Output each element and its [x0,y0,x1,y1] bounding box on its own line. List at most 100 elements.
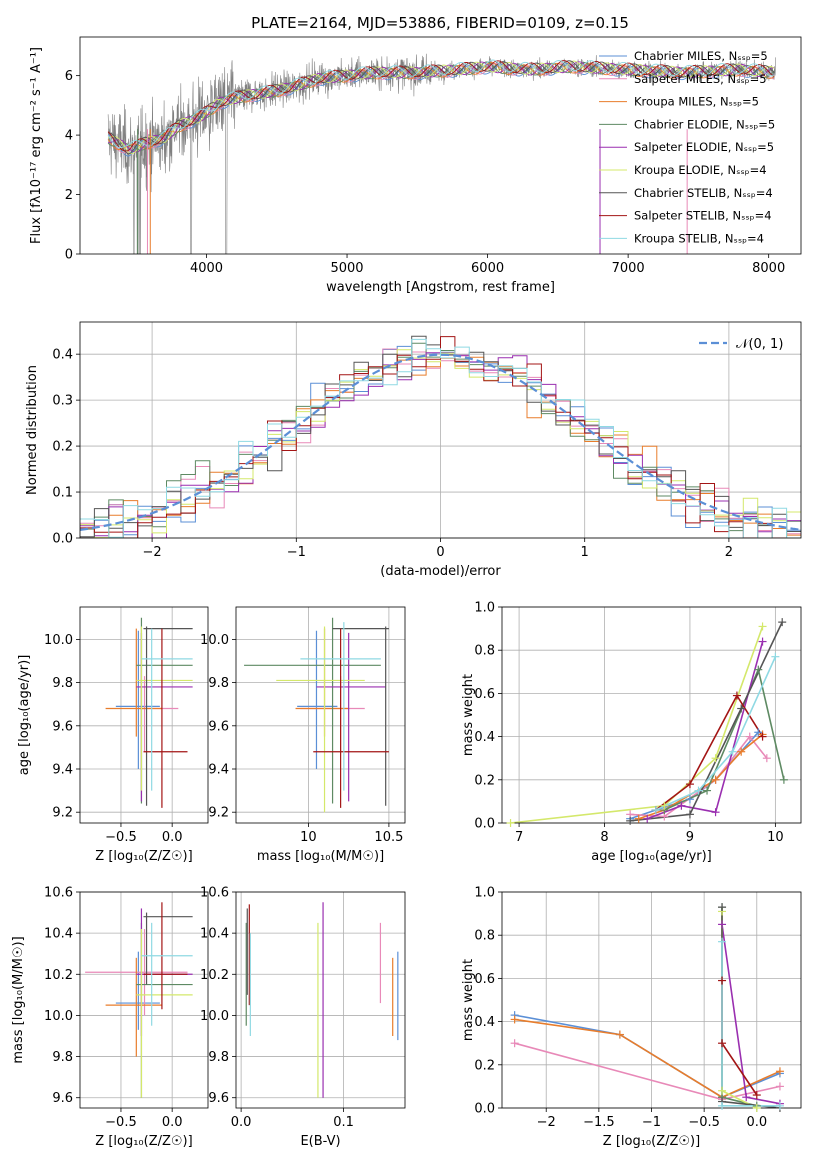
y-axis-label: Normed distribution [25,365,40,495]
y-tick-label: 9.8 [208,676,229,691]
x-axis-label: (data-model)/error [380,564,501,579]
x-tick-label: −1 [287,545,306,560]
x-tick-label: 7000 [612,261,645,276]
y-tick-label: 1.0 [474,601,495,616]
x-tick-label: 0.0 [162,830,183,845]
weight-marker [775,1067,784,1076]
y-axis-label: mass [log₁₀(M/M☉)] [11,936,26,1063]
axes-frame [501,606,802,824]
x-axis-label: Z [log₁₀(Z/Z☉)] [95,849,192,864]
weight-marker [737,704,746,713]
gridlines [80,607,208,823]
weight-marker [775,1082,784,1091]
y-tick-label: 0.4 [52,348,73,363]
y-tick-label: 0.8 [474,929,495,944]
axes-frame [235,891,406,1109]
x-axis-label: wavelength [Angstrom, rest frame] [326,280,555,295]
panel-age_weight: 7 8 9 10 0.0 0.2 0.4 0.6 0.8 1.0 age [log₁₀(age/yr… [461,601,802,864]
histogram-8 [80,338,801,538]
weight-marker [718,920,727,929]
x-axis-label: age [log₁₀(age/yr)] [591,849,712,864]
weight-marker [711,808,720,817]
y-axis-label: age [log₁₀(age/yr)] [17,655,32,776]
weight-series-7 [655,694,764,811]
x-tick-label: 0.0 [162,1115,183,1130]
y-tick-label: 0.2 [474,773,495,788]
y-tick-label: 10.6 [200,886,229,901]
weight-marker [694,786,703,795]
model-spectrum-6 [108,60,775,155]
figure-title: PLATE=2164, MJD=53886, FIBERID=0109, z=0… [251,14,629,32]
legend-label: Salpeter STELIB, Nₛₛₚ=4 [634,209,772,223]
legend-label: Kroupa ELODIE, Nₛₛₚ=4 [634,163,767,177]
gridlines [236,891,405,1108]
x-tick-label: 6000 [471,261,504,276]
plot-area [510,621,785,823]
weight-marker [685,810,694,819]
x-axis-label: E(B-V) [300,1134,340,1149]
weight-marker [778,618,787,627]
y-tick-label: 10.0 [200,633,229,648]
x-tick-label: 8000 [752,261,785,276]
x-tick-label: 1 [581,545,589,560]
y-tick-label: 9.6 [208,1091,229,1106]
plot-area [514,907,781,1108]
y-tick-label: 0.8 [474,644,495,659]
y-tick-label: 0.4 [474,730,495,745]
legend-label: Chabrier ELODIE, Nₛₛₚ=5 [634,117,775,131]
y-tick-label: 9.6 [52,1091,73,1106]
weight-series-5 [721,911,758,1108]
y-tick-label: 1.0 [474,886,495,901]
weight-series-3 [721,907,757,1107]
plot-area [80,335,801,538]
legend: Chabrier MILES, Nₛₛₚ=5 Salpeter MILES, Nₛ… [599,49,775,245]
legend-label: Chabrier STELIB, Nₛₛₚ=4 [634,186,773,200]
weight-marker [711,775,720,784]
y-tick-label: 0.4 [474,1015,495,1030]
x-axis-label: mass [log₁₀(M/M☉)] [257,849,384,864]
weight-marker [718,1101,727,1110]
weight-marker [718,1039,727,1048]
y-tick-label: 0.1 [52,486,73,501]
x-tick-label: 0 [436,545,444,560]
y-tick-label: 0.0 [474,1102,495,1117]
legend-label: 𝒩(0, 1) [736,337,783,352]
x-tick-label: 0.0 [746,1115,767,1130]
weight-marker [754,665,763,674]
x-tick-label: −1 [642,1115,661,1130]
x-tick-label: −0.5 [688,1115,720,1130]
plot-area [107,53,776,254]
weight-marker [651,806,660,815]
y-tick-label: 10.2 [44,968,73,983]
x-tick-label: −0.5 [105,1115,137,1130]
y-tick-label: 0.2 [52,440,73,455]
weight-marker [718,937,727,946]
weight-marker [771,652,780,661]
weight-marker [643,814,652,823]
axes-frame [79,606,209,824]
panel-spectrum: 4000 5000 6000 7000 8000 0 2 4 6 wavelength [Angs… [29,36,802,295]
x-tick-label: −2 [143,545,162,560]
weight-series-5 [510,626,764,823]
weight-marker [685,795,694,804]
weight-marker [626,816,635,825]
weight-marker [711,754,720,763]
weight-marker [737,747,746,756]
axes-frame [79,891,209,1109]
y-tick-label: 4 [65,129,73,144]
legend-label: Salpeter MILES, Nₛₛₚ=5 [634,72,767,86]
plot-area [245,902,399,1098]
x-tick-label: 7 [515,830,523,845]
weight-marker [754,728,763,737]
weight-series-8 [721,941,780,1107]
y-tick-label: 0.0 [52,532,73,547]
weight-marker [745,732,754,741]
gridlines [502,606,801,824]
weight-marker [506,819,515,827]
gridlines [236,607,405,823]
legend-label: Salpeter ELODIE, Nₛₛₚ=5 [634,140,774,154]
axes-frame [79,36,802,255]
y-tick-label: 9.4 [208,763,229,778]
x-tick-label: −1.5 [583,1115,615,1130]
